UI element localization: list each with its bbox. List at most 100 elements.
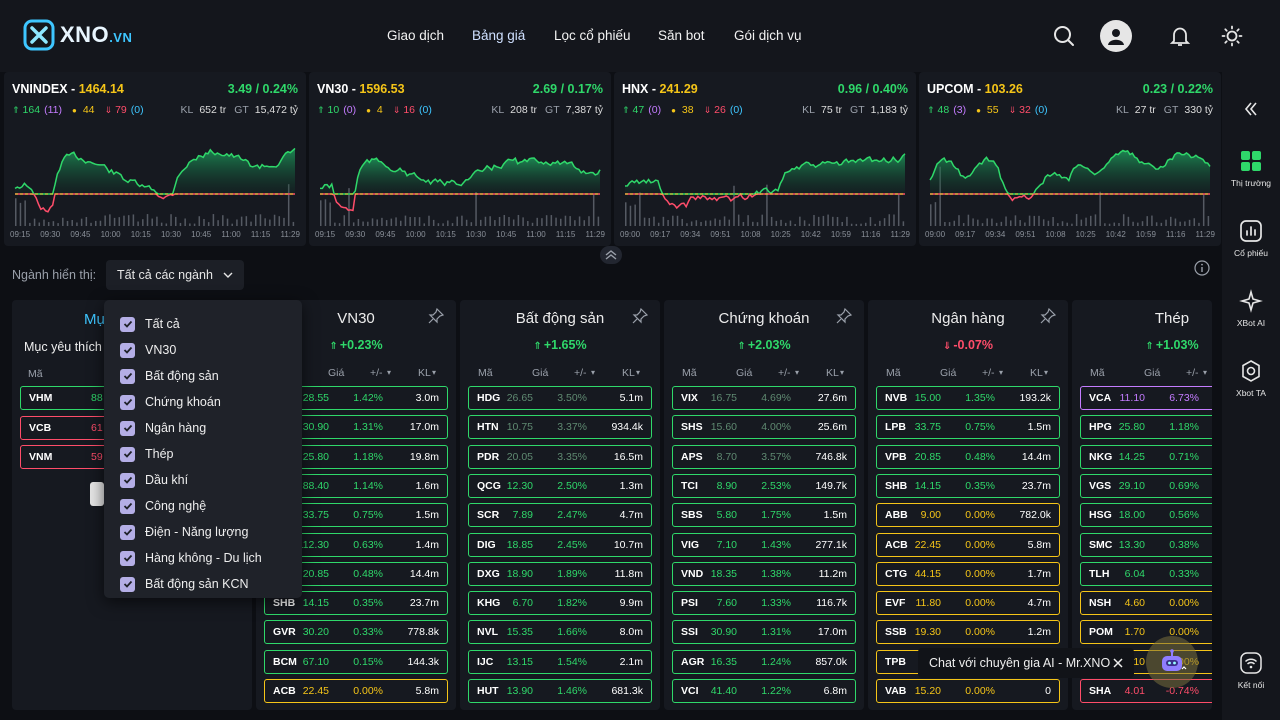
checkbox-checked[interactable] [120, 368, 135, 384]
stock-row[interactable]: LPB 33.75 0.75% 1.5m [876, 415, 1060, 440]
stock-row[interactable]: KHG 6.70 1.82% 9.9m [468, 591, 652, 616]
sidebar-item-ket-noi[interactable]: Kết nối [1222, 650, 1280, 690]
stock-row[interactable]: TCI 8.90 2.53% 149.7k [672, 473, 856, 498]
nav-loc-co-phieu[interactable]: Lọc cổ phiếu [554, 28, 631, 43]
col-header-kl[interactable]: KL [418, 367, 431, 379]
col-header-change[interactable]: +/- [370, 367, 383, 379]
checkbox-checked[interactable] [120, 550, 135, 566]
stock-row[interactable]: SHB 14.15 0.35% 23.7m [876, 473, 1060, 498]
info-icon[interactable] [1194, 260, 1210, 276]
nav-bang-gia[interactable]: Bảng giá [472, 28, 526, 43]
stock-row[interactable]: ABB 9.00 0.00% 782.0k [876, 503, 1060, 528]
col-header-change[interactable]: +/- [1186, 367, 1199, 379]
sort-icon[interactable]: ▾ [840, 368, 845, 377]
nav-san-bot[interactable]: Săn bot [658, 28, 705, 43]
col-header-kl[interactable]: KL [1030, 367, 1043, 379]
stock-row[interactable]: NVL 15.35 1.66% 8.0m [468, 620, 652, 645]
sort-icon[interactable]: ▾ [795, 368, 800, 377]
checkbox-checked[interactable] [120, 576, 135, 592]
pin-icon[interactable] [836, 308, 852, 324]
stock-row[interactable]: 112.30 0.63% 1.4m [264, 532, 448, 557]
stock-row[interactable]: DIG 18.85 2.45% 10.7m [468, 532, 652, 557]
stock-row[interactable]: CTG 44.15 0.00% 1.7m [876, 561, 1060, 586]
dropdown-option[interactable]: Điện - Năng lượng [120, 522, 248, 542]
stock-row[interactable]: GVR 30.20 0.33% 778.8k [264, 620, 448, 645]
dropdown-option[interactable]: Tất cả [120, 314, 180, 334]
stock-row[interactable]: ACB 22.45 0.00% 5.8m [264, 679, 448, 703]
theme-sun-icon[interactable] [1216, 20, 1248, 52]
stock-row[interactable]: VIG 7.10 1.43% 277.1k [672, 532, 856, 557]
checkbox-checked[interactable] [120, 316, 135, 332]
sidebar-item-xbot-ai[interactable]: XBot AI [1222, 288, 1280, 328]
stock-row[interactable]: SMC 13.30 0.38% [1080, 532, 1212, 557]
stock-row[interactable]: NSH 4.60 0.00% [1080, 591, 1212, 616]
sidebar-item-co-phieu[interactable]: Cổ phiếu [1222, 218, 1280, 258]
stock-row[interactable]: HUT 13.90 1.46% 681.3k [468, 679, 652, 703]
stock-row[interactable]: HSG 18.00 0.56% [1080, 503, 1212, 528]
col-header-change[interactable]: +/- [574, 367, 587, 379]
stock-row[interactable]: AGR 16.35 1.24% 857.0k [672, 649, 856, 674]
sort-icon[interactable]: ▾ [999, 368, 1004, 377]
stock-row[interactable]: 30.90 1.31% 17.0m [264, 415, 448, 440]
stock-row[interactable]: 25.80 1.18% 19.8m [264, 444, 448, 469]
dropdown-option[interactable]: Công nghệ [120, 496, 206, 516]
dropdown-option[interactable]: Bất động sản KCN [120, 574, 249, 594]
close-icon[interactable] [1112, 657, 1124, 669]
sector-select[interactable]: Tất cả các ngành [106, 260, 244, 290]
stock-row[interactable]: BCM 67.10 0.15% 144.3k [264, 649, 448, 674]
stock-row[interactable]: QCG 12.30 2.50% 1.3m [468, 473, 652, 498]
index-card-upcom[interactable]: UPCOM - 103.26 0.23 / 0.22% ⇑ 48 (3) ● 55 ⇓ 32 (0… [919, 72, 1221, 246]
stock-row[interactable]: SSI 30.90 1.31% 17.0m [672, 620, 856, 645]
dropdown-option[interactable]: Thép [120, 444, 174, 464]
dropdown-option[interactable]: VN30 [120, 340, 176, 360]
stock-row[interactable]: PDR 20.05 3.35% 16.5m [468, 444, 652, 469]
bell-icon[interactable] [1164, 20, 1196, 52]
index-card-hnx[interactable]: HNX - 241.29 0.96 / 0.40% ⇑ 47 (0) ● 38 ⇓ 26 (0) K… [614, 72, 916, 246]
checkbox-checked[interactable] [120, 394, 135, 410]
stock-row[interactable]: ACB 22.45 0.00% 5.8m [876, 532, 1060, 557]
sidebar-item-thi-truong[interactable]: Thị trường [1222, 148, 1280, 188]
checkbox-checked[interactable] [120, 446, 135, 462]
stock-row[interactable]: NKG 14.25 0.71% [1080, 444, 1212, 469]
nav-giao-dich[interactable]: Giao dịch [387, 28, 445, 43]
avatar[interactable] [1100, 20, 1132, 52]
stock-row[interactable]: VPB 20.85 0.48% 14.4m [876, 444, 1060, 469]
sort-icon[interactable]: ▾ [432, 368, 437, 377]
dropdown-option[interactable]: Dầu khí [120, 470, 188, 490]
stock-row[interactable]: VCA 11.10 6.73% [1080, 386, 1212, 410]
stock-row[interactable]: VND 18.35 1.38% 11.2m [672, 561, 856, 586]
stock-row[interactable]: SSB 19.30 0.00% 1.2m [876, 620, 1060, 645]
ai-bot-button[interactable] [1146, 636, 1198, 688]
pin-icon[interactable] [632, 308, 648, 324]
stock-row[interactable]: 28.55 1.42% 3.0m [264, 386, 448, 410]
stock-row[interactable]: IJC 13.15 1.54% 2.1m [468, 649, 652, 674]
intraday-chart[interactable] [315, 122, 605, 226]
nav-goi-dich-vu[interactable]: Gói dịch vụ [734, 28, 802, 43]
stock-row[interactable]: VAB 15.20 0.00% 0 [876, 679, 1060, 703]
stock-row[interactable]: SBS 5.80 1.75% 1.5m [672, 503, 856, 528]
stock-row[interactable]: PSI 7.60 1.33% 116.7k [672, 591, 856, 616]
dropdown-option[interactable]: Hàng không - Du lịch [120, 548, 262, 568]
stock-row[interactable]: NVB 15.00 1.35% 193.2k [876, 386, 1060, 410]
stock-row[interactable]: HDG 26.65 3.50% 5.1m [468, 386, 652, 410]
stock-row[interactable]: SHS 15.60 4.00% 25.6m [672, 415, 856, 440]
stock-row[interactable]: 20.85 0.48% 14.4m [264, 561, 448, 586]
checkbox-checked[interactable] [120, 472, 135, 488]
sort-icon[interactable]: ▾ [636, 368, 641, 377]
checkbox-checked[interactable] [120, 342, 135, 358]
add-button[interactable] [90, 482, 104, 506]
stock-row[interactable]: HPG 25.80 1.18% [1080, 415, 1212, 440]
pin-icon[interactable] [1040, 308, 1056, 324]
collapse-sidebar-button[interactable] [1222, 100, 1280, 120]
sort-icon[interactable]: ▾ [1044, 368, 1049, 377]
index-card-vn30[interactable]: VN30 - 1596.53 2.69 / 0.17% ⇑ 10 (0) ● 4 ⇓ 16 (0)… [309, 72, 611, 246]
checkbox-checked[interactable] [120, 420, 135, 436]
stock-row[interactable]: 33.75 0.75% 1.5m [264, 503, 448, 528]
stock-row[interactable]: POM 1.70 0.00% [1080, 620, 1212, 645]
checkbox-checked[interactable] [120, 524, 135, 540]
stock-row[interactable]: APS 8.70 3.57% 746.8k [672, 444, 856, 469]
stock-row[interactable]: EVF 11.80 0.00% 4.7m [876, 591, 1060, 616]
col-header-change[interactable]: +/- [778, 367, 791, 379]
sort-icon[interactable]: ▾ [591, 368, 596, 377]
intraday-chart[interactable] [620, 122, 910, 226]
